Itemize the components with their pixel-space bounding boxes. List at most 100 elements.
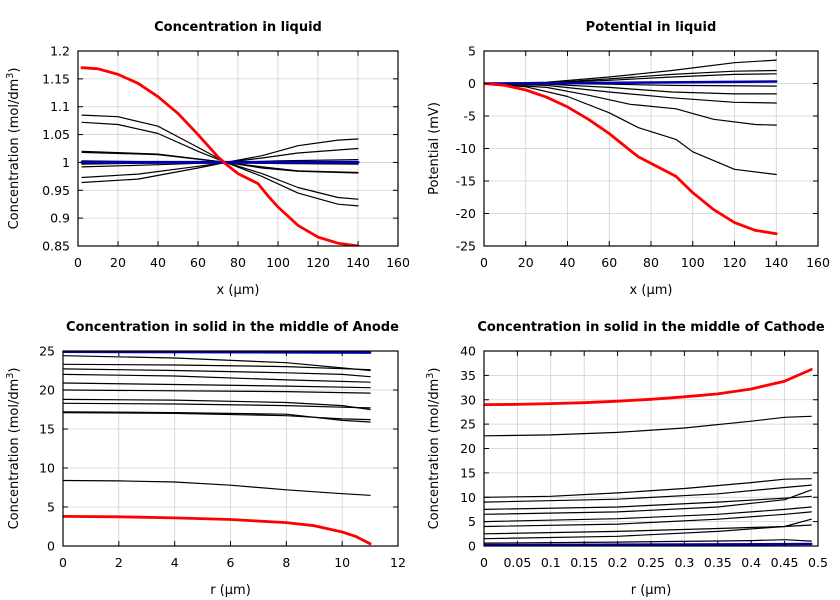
x-tick-label: 80: [230, 255, 246, 270]
x-axis-label: x (µm): [630, 283, 673, 298]
chart-concentration-solid-anode: 0 2 4 6 8 10 12 0 5 10 15 20 25 Concentration in soli…: [5, 320, 406, 598]
x-tick-label: 0.3: [674, 555, 694, 570]
x-tick-label: 6: [227, 555, 235, 570]
x-tick-label: 20: [110, 255, 126, 270]
y-tick-label: 10: [460, 490, 476, 505]
series-line-t2: [63, 363, 371, 371]
y-tick-label: 15: [39, 422, 55, 437]
x-tick-label: 120: [723, 255, 747, 270]
y-tick-label: 40: [460, 344, 476, 359]
x-axis-label: r (µm): [210, 583, 251, 598]
x-tick-label: 0.2: [608, 555, 628, 570]
series-line-t5: [63, 382, 371, 389]
y-tick-label: -20: [456, 206, 476, 221]
y-tick-label: 5: [468, 44, 476, 59]
x-tick-label: 12: [390, 555, 406, 570]
x-tick-label: 0.05: [503, 555, 531, 570]
series-line-t1: [484, 539, 812, 544]
x-tick-label: 0.1: [541, 555, 561, 570]
y-tick-label: 1.1: [50, 99, 70, 114]
series-line-t5: [81, 151, 359, 174]
series-line-t8: [484, 484, 812, 503]
y-tick-label: 1.2: [50, 44, 70, 59]
y-tick-label: 0: [468, 539, 476, 554]
series-line-initial: [63, 351, 372, 354]
chart-potential-in-liquid: 0 20 40 60 80 100 120 140 160 -25 -20 -15 -10 -5 0 5 Pot…: [427, 20, 830, 298]
x-tick-label: 0.35: [704, 555, 732, 570]
series-line-t8: [484, 82, 777, 176]
series-line-t2: [484, 518, 812, 540]
x-tick-label: 0.25: [637, 555, 665, 570]
series-line-t4: [63, 373, 371, 383]
series-line-t3: [484, 524, 812, 535]
y-axis-label: Potential (mV): [427, 102, 442, 195]
y-tick-label: -15: [456, 174, 476, 189]
y-tick-label: 5: [47, 500, 55, 515]
y-tick-label: 0: [468, 76, 476, 91]
series-line-t11: [63, 479, 371, 496]
series-line-t8: [63, 402, 371, 409]
x-tick-label: 0: [480, 255, 488, 270]
y-tick-label: 25: [460, 417, 476, 432]
y-tick-label: 0.85: [42, 239, 70, 254]
series-line-final: [484, 82, 778, 236]
x-tick-label: 0: [480, 555, 488, 570]
y-tick-label: 0: [47, 539, 55, 554]
x-axis-label: r (µm): [631, 583, 672, 598]
chart-title: Concentration in solid in the middle of …: [477, 320, 825, 335]
series-line-final: [63, 515, 372, 546]
y-tick-label: -10: [456, 141, 476, 156]
y-axis-label: Concentration (mol/dm3): [5, 68, 22, 230]
x-tick-label: 140: [764, 255, 788, 270]
series-line-t6: [484, 82, 777, 104]
y-axis-label: Concentration (mol/dm3): [5, 368, 22, 530]
x-tick-label: 4: [171, 555, 179, 570]
y-tick-label: 0.9: [50, 211, 70, 226]
y-axis-label: Concentration (mol/dm3): [425, 368, 442, 530]
series-line-initial: [484, 80, 778, 85]
series-line-t7: [81, 138, 359, 184]
chart-title: Concentration in solid in the middle of …: [66, 320, 399, 335]
chart-concentration-solid-cathode: 0 0.05 0.1 0.15 0.2 0.25 0.3 0.35 0.4 0.45 0.5 0 5 10…: [425, 320, 828, 598]
y-tick-label: -5: [464, 109, 476, 124]
y-tick-label: 1.15: [42, 71, 70, 86]
y-tick-label: 1: [62, 155, 70, 170]
y-tick-label: 25: [39, 344, 55, 359]
x-axis-label: x (µm): [217, 283, 260, 298]
x-tick-label: 60: [190, 255, 206, 270]
series-line-t7: [484, 82, 777, 126]
series-line-t3: [63, 368, 371, 378]
y-tick-label: -25: [456, 239, 476, 254]
series-line-final: [484, 368, 813, 407]
y-tick-label: 15: [460, 465, 476, 480]
x-tick-label: 8: [282, 555, 290, 570]
x-tick-label: 10: [334, 555, 350, 570]
x-tick-label: 60: [601, 255, 617, 270]
y-tick-label: 1.05: [42, 127, 70, 142]
x-tick-label: 0.45: [771, 555, 799, 570]
series-line-t1: [63, 355, 371, 372]
y-tick-label: 30: [460, 392, 476, 407]
x-tick-label: 100: [266, 255, 290, 270]
y-tick-label: 10: [39, 461, 55, 476]
x-tick-label: 0.4: [741, 555, 761, 570]
series-line-t7: [484, 495, 812, 510]
x-tick-label: 160: [386, 255, 410, 270]
series-line-t6: [484, 489, 812, 515]
series-line-t9: [63, 411, 371, 423]
y-tick-label: 20: [39, 383, 55, 398]
chart-title: Concentration in liquid: [154, 20, 322, 35]
y-tick-label: 20: [460, 441, 476, 456]
chart-concentration-in-liquid: 0 20 40 60 80 100 120 140 160 0.85 0.9 0.95 1 1.05 1.1…: [5, 20, 410, 298]
series-line-t6: [63, 389, 371, 394]
chart-title: Potential in liquid: [586, 20, 717, 35]
series-line-t10: [63, 412, 371, 421]
x-tick-label: 20: [518, 255, 534, 270]
y-tick-label: 5: [468, 514, 476, 529]
series-line-t10: [484, 415, 812, 437]
x-tick-label: 0.15: [570, 555, 598, 570]
x-tick-label: 0.5: [808, 555, 828, 570]
x-tick-label: 0: [59, 555, 67, 570]
x-tick-label: 40: [150, 255, 166, 270]
